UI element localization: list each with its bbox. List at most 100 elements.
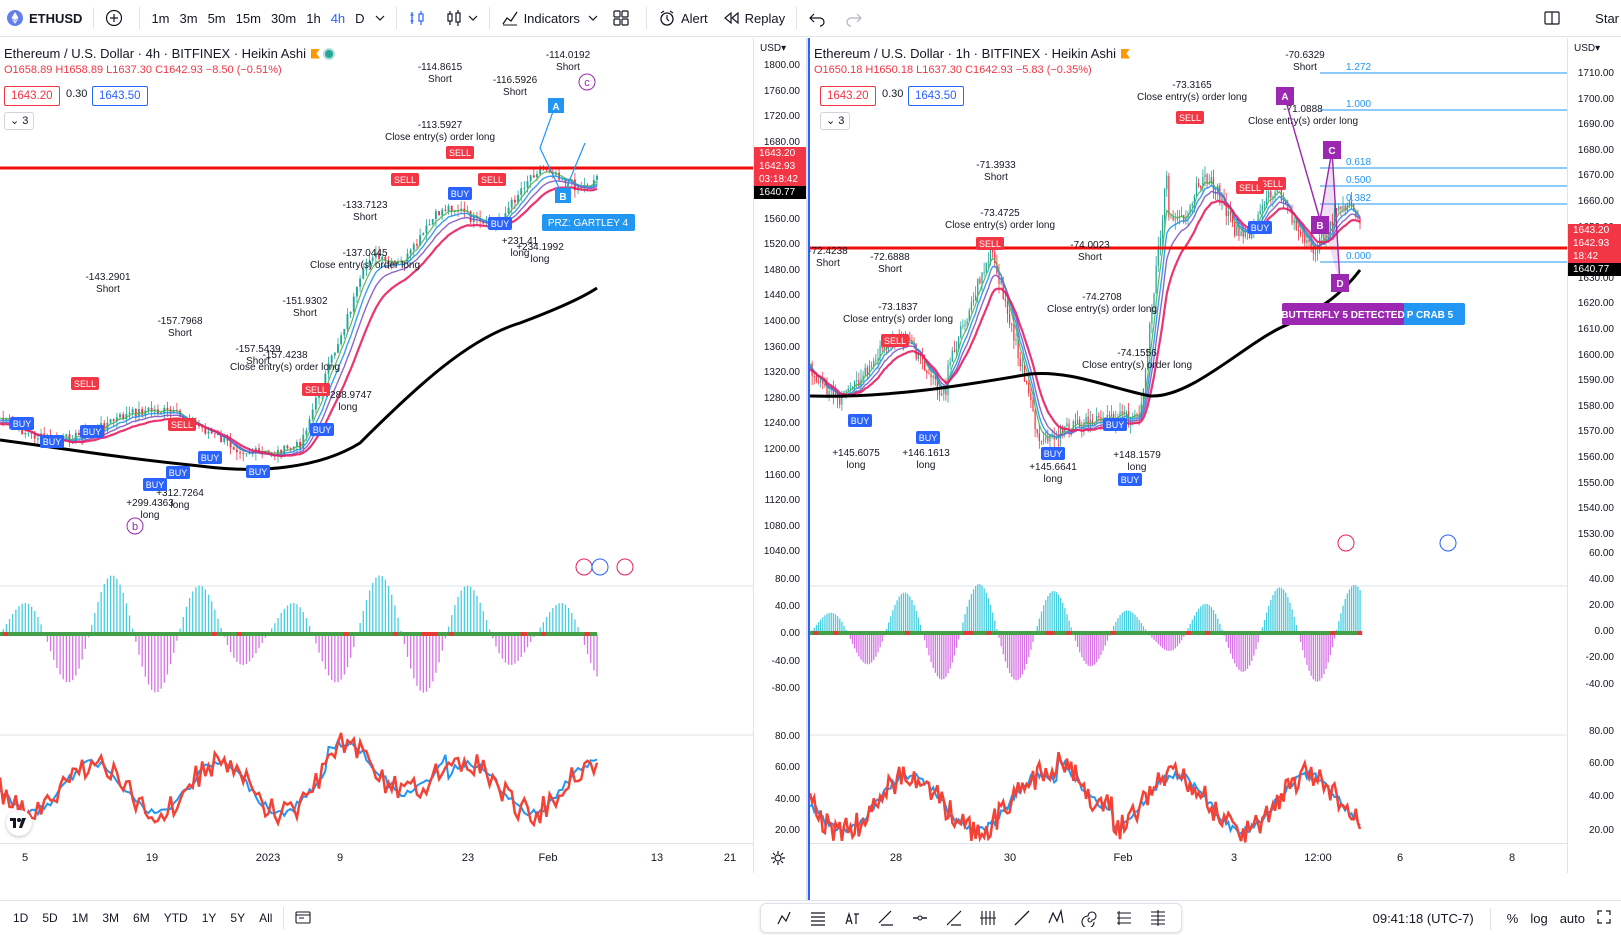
candle-body bbox=[977, 278, 979, 296]
histogram-bar bbox=[1117, 618, 1119, 633]
range-1m[interactable]: 1M bbox=[71, 911, 89, 925]
candle-body bbox=[529, 175, 532, 182]
buy-signal-text: BUY bbox=[451, 189, 470, 199]
timeframe-1m[interactable]: 1m bbox=[151, 10, 170, 26]
histogram-bar bbox=[1036, 626, 1038, 633]
fullscreen-icon[interactable] bbox=[1597, 910, 1611, 927]
sell-signal-text: SELL bbox=[979, 239, 1001, 249]
chart-legend-title[interactable]: Ethereum / U.S. Dollar · 1h · BITFINEX ·… bbox=[814, 46, 1130, 61]
histogram-bar bbox=[1214, 613, 1217, 633]
timeframe-1h[interactable]: 1h bbox=[306, 10, 321, 26]
spiral-icon[interactable] bbox=[1073, 904, 1107, 932]
timeframe-d[interactable]: D bbox=[355, 10, 365, 26]
chevron-down-icon[interactable] bbox=[370, 11, 390, 26]
indicator-collapse-button[interactable]: ⌄ 3 bbox=[820, 112, 851, 130]
pane-divider[interactable] bbox=[806, 38, 808, 900]
candle-body bbox=[561, 178, 564, 180]
timeframe-5m[interactable]: 5m bbox=[207, 10, 226, 26]
buy-price-box[interactable]: 1643.50 bbox=[92, 86, 148, 106]
range-6m[interactable]: 6M bbox=[133, 911, 150, 925]
buy-price-box[interactable]: 1643.50 bbox=[908, 86, 964, 106]
sell-price-box[interactable]: 1643.20 bbox=[820, 86, 876, 106]
candle-body bbox=[1110, 413, 1113, 416]
indicator-collapse-button[interactable]: ⌄ 3 bbox=[4, 112, 35, 130]
chart-pane-4h[interactable]: -114.0192 Short -114.8615 Short -116.5926 Sho… bbox=[0, 38, 807, 900]
chevron-down-icon[interactable] bbox=[468, 11, 478, 26]
range-3m[interactable]: 3M bbox=[102, 911, 120, 925]
settings-icon[interactable] bbox=[770, 850, 786, 869]
symbol-search[interactable]: ETHUSD bbox=[0, 0, 89, 37]
layout-button[interactable] bbox=[605, 0, 642, 37]
range-all[interactable]: All bbox=[259, 911, 273, 925]
sell-signal-text: SELL bbox=[1261, 179, 1283, 189]
range-1y[interactable]: 1Y bbox=[201, 911, 217, 925]
fib-tool-icon[interactable] bbox=[801, 904, 835, 932]
candle-body bbox=[438, 211, 441, 216]
chart-type-button[interactable] bbox=[401, 0, 438, 37]
buy-signal-text: BUY bbox=[313, 425, 332, 435]
chevron-down-icon[interactable] bbox=[588, 11, 598, 26]
time-axis-4h[interactable]: 5 19 2023 9 23 Feb 13 21 bbox=[0, 843, 753, 873]
fib-channel-icon[interactable] bbox=[1107, 904, 1141, 932]
candle-body bbox=[1310, 241, 1312, 249]
chart-legend-title[interactable]: Ethereum / U.S. Dollar · 4h · BITFINEX ·… bbox=[4, 46, 333, 61]
signal-value-label: -143.2901 bbox=[85, 272, 130, 283]
auto-toggle[interactable]: auto bbox=[1559, 911, 1585, 926]
time-tick-label: 9 bbox=[336, 852, 344, 864]
chart-pane-1h[interactable]: -70.6329 Short -71.0888 Close entry(s) orde… bbox=[808, 38, 1621, 900]
sell-price-box[interactable]: 1643.20 bbox=[4, 86, 60, 106]
xabcd-pattern-icon[interactable] bbox=[1039, 904, 1073, 932]
trend-angle-icon[interactable] bbox=[937, 904, 971, 932]
fib-extension-icon[interactable] bbox=[1141, 904, 1175, 932]
timeframe-30m[interactable]: 30m bbox=[270, 10, 297, 26]
percent-toggle[interactable]: % bbox=[1506, 911, 1519, 926]
sidebar-toggle-button[interactable] bbox=[1536, 0, 1588, 37]
time-axis-1h[interactable]: 28 30 Feb 3 12:00 6 8 bbox=[810, 843, 1567, 873]
candle-body bbox=[1155, 265, 1157, 294]
text-tool-icon[interactable] bbox=[835, 904, 869, 932]
candle-body bbox=[964, 324, 966, 326]
rsi-tick-label: 20.00 bbox=[1588, 825, 1614, 836]
price-axis-1h[interactable]: USD▾ 1710.00 1700.00 1690.00 1680.00 1670.00… bbox=[1567, 38, 1621, 873]
price-axis-4h[interactable]: USD▾ 1800.00 1760.00 1720.00 1680.00 1560.00… bbox=[753, 38, 807, 873]
range-5y[interactable]: 5Y bbox=[230, 911, 246, 925]
redo-button[interactable] bbox=[838, 0, 875, 37]
timeframe-15m[interactable]: 15m bbox=[235, 10, 261, 26]
range-ytd[interactable]: YTD bbox=[163, 911, 188, 925]
heikin-ashi-button[interactable] bbox=[438, 0, 485, 37]
histogram-bar bbox=[985, 592, 987, 633]
histogram-bar bbox=[1089, 633, 1092, 667]
pitchfork-icon[interactable] bbox=[971, 904, 1005, 932]
replay-button[interactable]: Replay bbox=[715, 0, 792, 37]
star-button[interactable]: Star bbox=[1588, 0, 1621, 37]
histogram-bar bbox=[564, 604, 567, 634]
undo-button[interactable] bbox=[801, 0, 838, 37]
histogram-bar bbox=[894, 604, 896, 633]
tradingview-logo-icon[interactable] bbox=[6, 810, 32, 836]
compare-button[interactable] bbox=[98, 0, 135, 37]
timeframe-4h[interactable]: 4h bbox=[330, 10, 346, 26]
axis-currency[interactable]: USD▾ bbox=[1574, 43, 1601, 54]
histogram-bar bbox=[1234, 633, 1236, 664]
trendline-icon[interactable] bbox=[1005, 904, 1039, 932]
histogram-bar bbox=[1157, 633, 1159, 645]
candle-body bbox=[1202, 177, 1204, 188]
log-toggle[interactable]: log bbox=[1530, 911, 1548, 926]
horizontal-line-icon[interactable] bbox=[903, 904, 937, 932]
candle-body bbox=[1223, 197, 1225, 203]
timeframe-3m[interactable]: 3m bbox=[179, 10, 198, 26]
axis-currency[interactable]: USD▾ bbox=[760, 43, 787, 54]
range-5d[interactable]: 5D bbox=[42, 911, 58, 925]
indicators-button[interactable]: Indicators bbox=[494, 0, 605, 37]
histogram-bar bbox=[97, 601, 99, 634]
calendar-icon[interactable] bbox=[288, 910, 318, 927]
range-1d[interactable]: 1D bbox=[13, 911, 29, 925]
histogram-bar bbox=[59, 634, 61, 675]
candle-body bbox=[362, 269, 365, 279]
ruler-tool-icon[interactable] bbox=[869, 904, 903, 932]
pattern-tool-icon[interactable] bbox=[767, 904, 801, 932]
alert-button[interactable]: Alert bbox=[651, 0, 715, 37]
signal-type-label: Short bbox=[353, 212, 377, 223]
